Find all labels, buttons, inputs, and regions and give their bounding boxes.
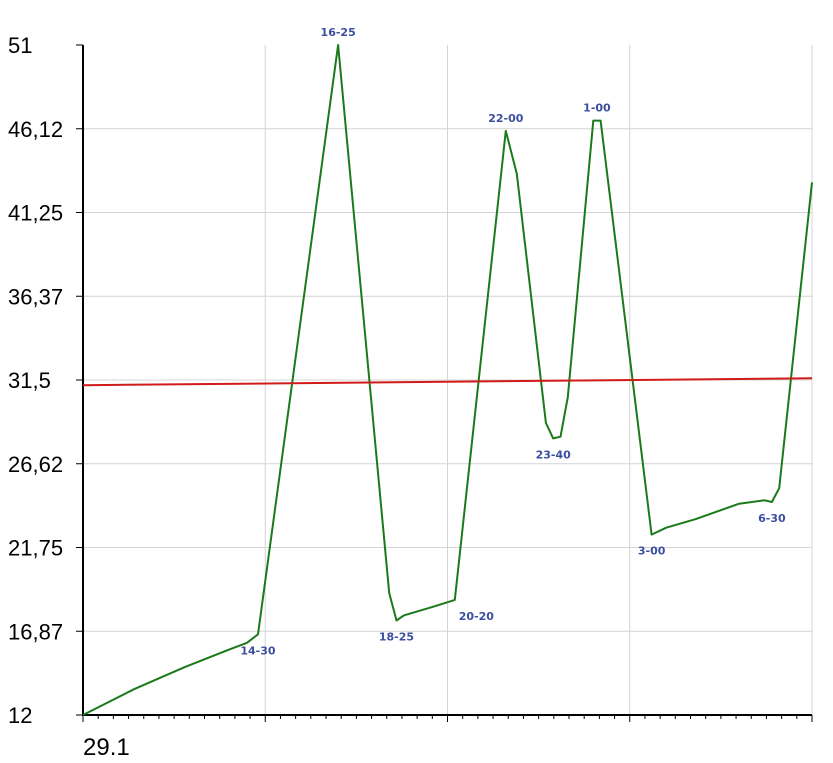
- annotation-label: 16-25: [321, 26, 356, 39]
- series-line-main: [82, 44, 813, 716]
- x-tick-labels: 29.1: [83, 734, 130, 761]
- annotations: 16-25 22-00 1-00 23-40 18-25 20-20 14-30 3-00 6-…: [240, 26, 786, 657]
- annotation-label: 1-00: [583, 102, 611, 115]
- annotation-label: 23-40: [536, 448, 572, 461]
- grid-lines: [83, 45, 813, 715]
- annotation-label: 18-25: [379, 631, 414, 644]
- y-tick-label: 21,75: [8, 536, 63, 561]
- y-tick-label: 26,62: [8, 452, 63, 477]
- annotation-label: 3-00: [638, 545, 666, 558]
- x-tick-label: 29.1: [83, 734, 130, 761]
- y-tick-label: 36,37: [8, 284, 63, 309]
- annotation-label: 6-30: [758, 512, 786, 525]
- y-tick-label: 16,87: [8, 619, 63, 644]
- axes: [76, 44, 813, 722]
- y-tick-label: 12: [8, 703, 32, 728]
- y-tick-label: 31,5: [8, 368, 51, 393]
- y-tick-label: 51: [8, 33, 32, 58]
- y-tick-labels: 51 46,12 41,25 36,37 31,5 26,62 21,75 16,87 12: [8, 33, 63, 728]
- series-line-reference: [82, 377, 813, 387]
- series-lines: [82, 44, 813, 716]
- annotation-label: 20-20: [459, 610, 495, 623]
- y-tick-label: 46,12: [8, 117, 63, 142]
- annotation-label: 14-30: [240, 644, 276, 657]
- annotation-label: 22-00: [488, 112, 524, 125]
- y-tick-label: 41,25: [8, 201, 63, 226]
